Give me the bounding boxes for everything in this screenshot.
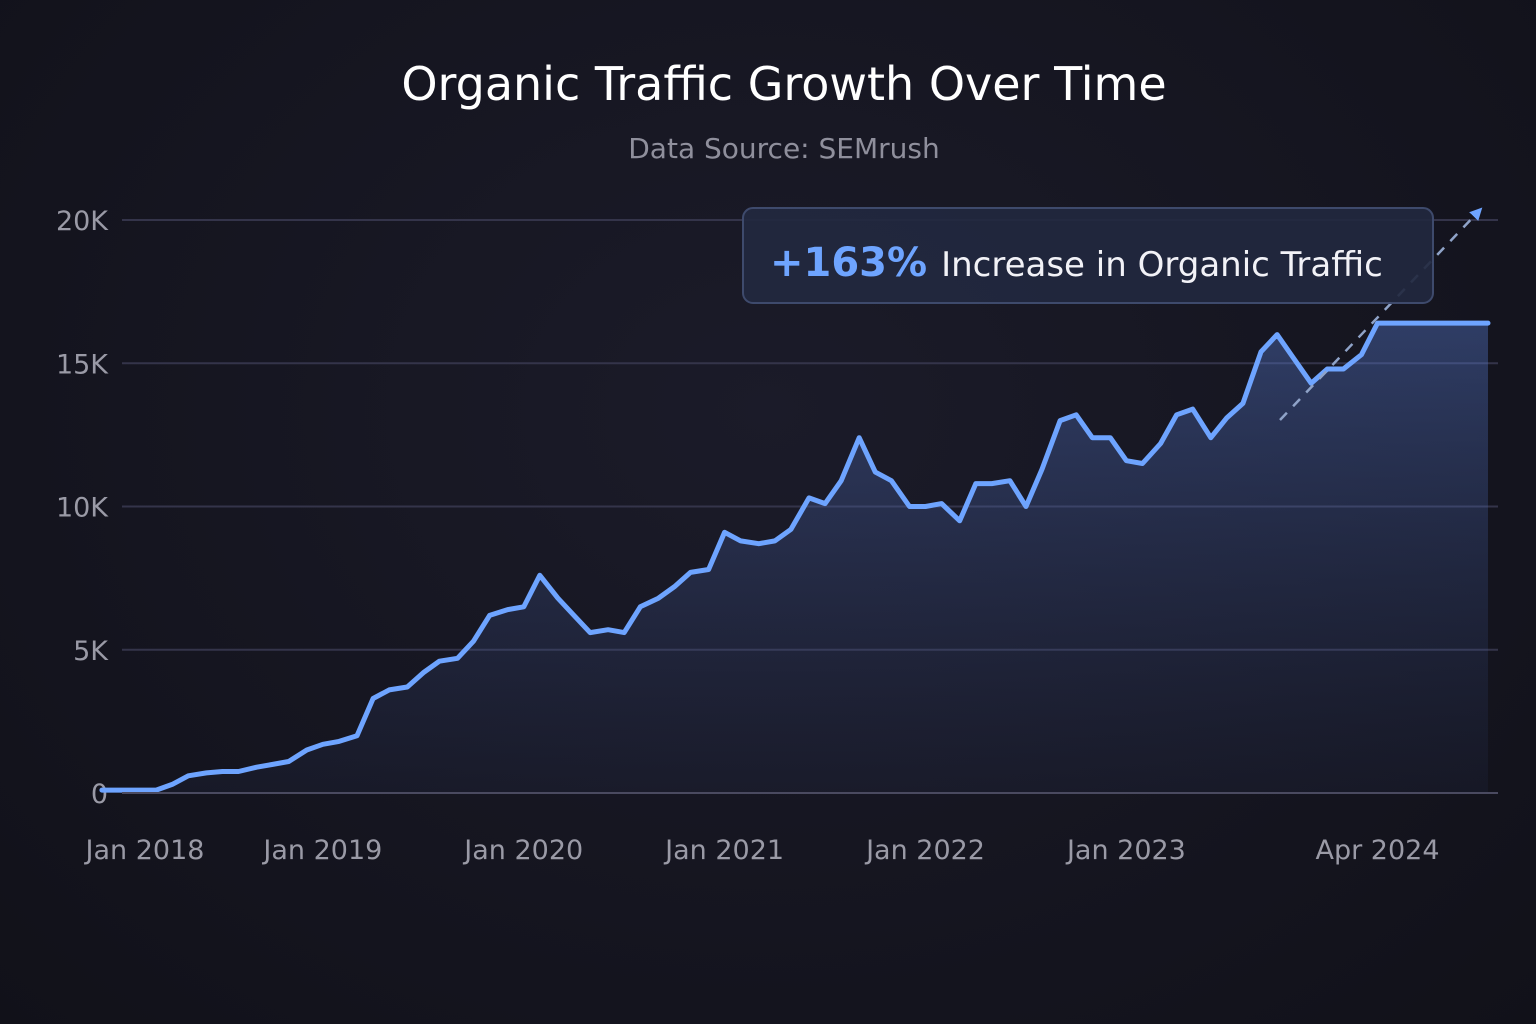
- callout-text: +163% Increase in Organic Traffic: [770, 240, 1383, 286]
- callout-background: [742, 207, 1434, 304]
- y-tick-label: 15K: [56, 349, 109, 380]
- x-tick-label: Apr 2024: [1316, 835, 1440, 866]
- x-tick-label: Jan 2020: [462, 835, 583, 866]
- chart-subtitle: Data Source: SEMrush: [628, 132, 939, 165]
- traffic-area-fill: [101, 323, 1488, 793]
- callout-label: Increase in Organic Traffic: [941, 245, 1383, 285]
- callout-value: +163%: [770, 240, 927, 286]
- y-tick-label: 5K: [73, 636, 109, 667]
- y-axis-ticks: 0 5K 10K 15K 20K: [56, 206, 109, 810]
- chart-title: Organic Traffic Growth Over Time: [401, 57, 1166, 111]
- trend-arrow: [1279, 207, 1483, 421]
- x-tick-label: Jan 2021: [663, 835, 784, 866]
- y-tick-label: 20K: [56, 206, 109, 237]
- x-tick-label: Jan 2022: [864, 835, 985, 866]
- x-tick-label: Jan 2019: [261, 835, 382, 866]
- traffic-series-line: [99, 320, 1491, 793]
- callout-box: +163% Increase in Organic Traffic: [742, 207, 1434, 304]
- x-tick-label: Jan 2023: [1065, 835, 1186, 866]
- y-tick-label: 0: [91, 779, 108, 810]
- y-tick-label: 10K: [56, 493, 109, 524]
- x-axis-ticks: Jan 2018 Jan 2019 Jan 2020 Jan 2021 Jan 2022…: [84, 835, 1440, 866]
- x-tick-label: Jan 2018: [84, 835, 205, 866]
